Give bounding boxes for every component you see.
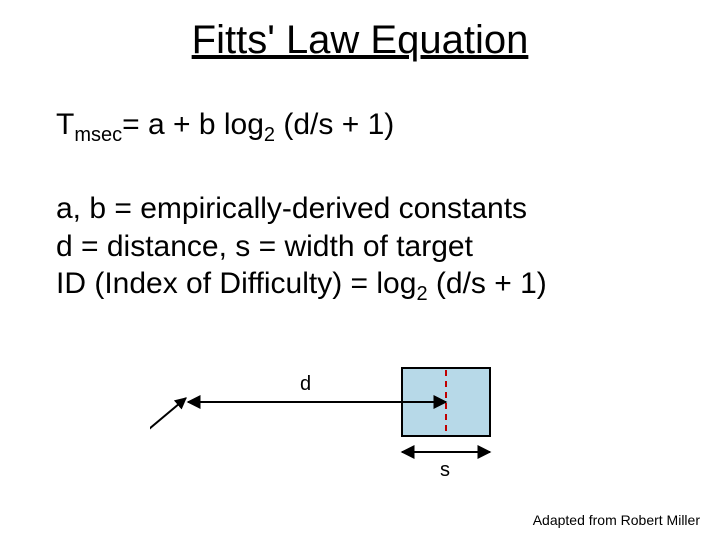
def-line-3: ID (Index of Difficulty) = log2 (d/s + 1… (56, 265, 547, 307)
def3-logbase: 2 (416, 283, 427, 305)
def-line-2: d = distance, s = width of target (56, 228, 547, 266)
eq-rhs-post: (d/s + 1) (275, 108, 394, 141)
attribution-text: Adapted from Robert Miller (533, 512, 700, 528)
equation-line: Tmsec= a + b log2 (d/s + 1) (56, 108, 394, 147)
slide-title: Fitts' Law Equation (0, 18, 720, 63)
def3-post: (d/s + 1) (428, 267, 547, 300)
eq-T-sub: msec (74, 124, 122, 146)
def3-pre: ID (Index of Difficulty) = log (56, 267, 416, 300)
fitts-diagram: ds (150, 360, 570, 480)
eq-rhs-pre: = a + b log (122, 108, 264, 141)
pointer-arrow (150, 398, 186, 440)
d-label: d (300, 373, 311, 395)
eq-log-base: 2 (264, 124, 275, 146)
def-line-1: a, b = empirically-derived constants (56, 190, 547, 228)
definitions-block: a, b = empirically-derived constants d =… (56, 190, 547, 307)
eq-T: T (56, 108, 74, 141)
s-label: s (440, 459, 450, 481)
diagram-svg: ds (150, 360, 570, 490)
